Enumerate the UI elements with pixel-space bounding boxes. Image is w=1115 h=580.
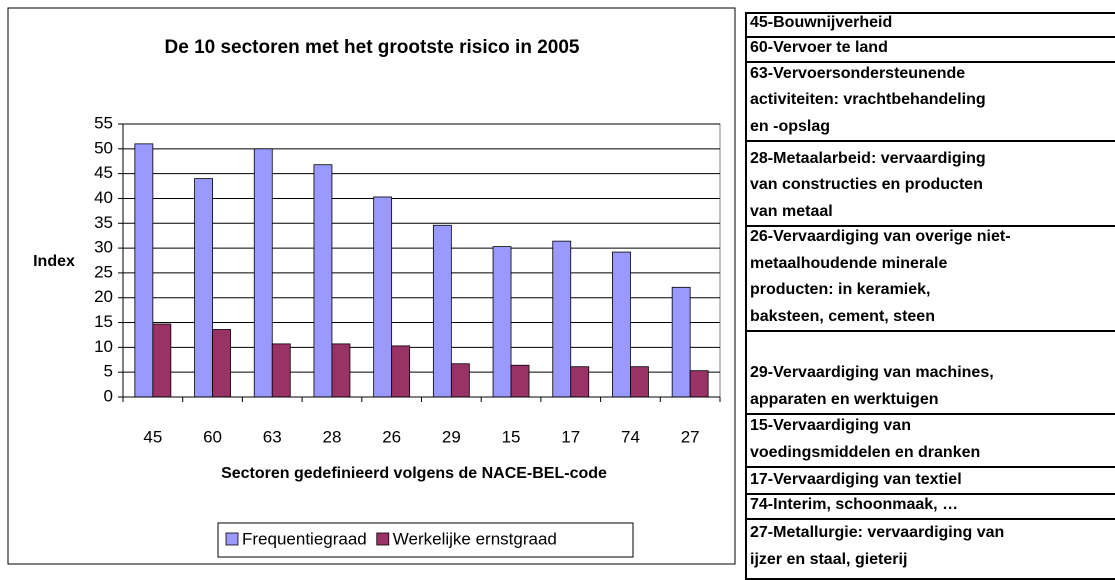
y-tick-label: 30 xyxy=(94,238,113,257)
table-cell-line: 60-Vervoer te land xyxy=(750,38,888,56)
x-tick-label: 26 xyxy=(382,427,401,446)
bar xyxy=(432,224,452,398)
table-cell-line: producten: in keramiek, xyxy=(750,281,931,298)
table-cell-line: 15-Vervaardiging van xyxy=(750,417,911,434)
table-row: 45-Bouwnijverheid xyxy=(745,14,1115,38)
x-tick-label: 17 xyxy=(561,427,580,446)
bar xyxy=(134,143,154,398)
x-tick-label: 27 xyxy=(681,427,700,446)
bar xyxy=(570,366,590,398)
table-row: 26-Vervaardiging van overige niet-metaal… xyxy=(745,227,1115,332)
legend-swatch xyxy=(225,532,239,546)
bar xyxy=(152,323,172,398)
table-cell-line: 27-Metallurgie: vervaardiging van xyxy=(750,524,1005,541)
table-cell-line: 26-Vervaardiging van overige niet- xyxy=(750,228,1011,245)
legend-box xyxy=(217,522,634,558)
table-row: 60-Vervoer te land xyxy=(745,38,1115,63)
table-row: 74-Interim, schoonmaak, … xyxy=(745,495,1115,520)
table-row: 28-Metaalarbeid: vervaardiging van constr… xyxy=(745,142,1115,227)
y-tick-label: 20 xyxy=(94,287,113,306)
x-tick-label: 60 xyxy=(203,427,222,446)
chart-title: De 10 sectoren met het grootste risico i… xyxy=(165,37,580,58)
table-cell-line: 45-Bouwnijverheid xyxy=(750,13,893,31)
x-tick-label: 28 xyxy=(322,427,341,446)
bar xyxy=(373,196,393,398)
bar xyxy=(194,178,213,398)
bar xyxy=(212,329,231,398)
bar xyxy=(671,286,691,398)
x-axis-label: Sectoren gedefinieerd volgens de NACE-BE… xyxy=(221,465,607,482)
table-row: 17-Vervaardiging van textiel xyxy=(745,468,1115,495)
legend-label: Werkelijke ernstgraad xyxy=(393,529,557,548)
table-cell-line: 63-Vervoersondersteunende xyxy=(750,64,966,82)
bar xyxy=(492,246,512,398)
table-cell-line: apparaten en werktuigen xyxy=(750,390,939,408)
table-row: 63-Vervoersondersteunende activiteiten: v… xyxy=(745,63,1115,142)
table-cell-line: en -opslag xyxy=(750,117,831,135)
table-cell-line: 28-Metaalarbeid: vervaardiging xyxy=(750,149,986,167)
bar xyxy=(552,240,572,398)
x-tick-label: 29 xyxy=(442,427,461,446)
y-tick-label: 55 xyxy=(94,113,113,132)
bar xyxy=(391,345,411,398)
x-tick-label: 15 xyxy=(502,427,521,446)
chart: De 10 sectoren met het grootste risico i… xyxy=(7,7,736,565)
table-cell-line: activiteiten: vrachtbehandeling xyxy=(750,91,986,108)
bar xyxy=(271,343,291,398)
y-tick-label: 10 xyxy=(94,337,113,356)
bar xyxy=(450,363,470,398)
table-cell-line: baksteen, cement, steen xyxy=(750,307,935,325)
y-axis-label: Index xyxy=(33,253,75,270)
table-cell-line: 74-Interim, schoonmaak, … xyxy=(750,495,959,513)
table-cell-line: 29-Vervaardiging van machines, xyxy=(750,364,994,381)
bar xyxy=(331,343,351,398)
y-tick-label: 40 xyxy=(94,188,113,207)
x-tick-label: 63 xyxy=(263,427,282,446)
table-cell-line: metaalhoudende minerale xyxy=(750,254,948,272)
table-cell-line: van constructies en producten xyxy=(750,176,983,193)
x-tick-label: 74 xyxy=(621,427,640,446)
y-tick-label: 15 xyxy=(94,312,113,331)
bar xyxy=(630,366,649,398)
table-row: 27-Metallurgie: vervaardiging van ijzer e… xyxy=(745,520,1115,580)
bar xyxy=(253,148,273,398)
table-row: 29-Vervaardiging van machines, apparaten … xyxy=(745,332,1115,415)
table-cell-line: ijzer en staal, gieterij xyxy=(750,550,908,568)
table-row: 15-Vervaardiging van voedingsmiddelen en … xyxy=(745,415,1115,468)
bar xyxy=(313,164,333,398)
bar xyxy=(510,364,530,398)
legend-label: Frequentiegraad xyxy=(242,529,367,548)
bar xyxy=(689,370,709,398)
y-tick-label: 25 xyxy=(94,262,113,281)
y-tick-label: 5 xyxy=(104,362,113,381)
y-tick-label: 45 xyxy=(94,163,113,182)
y-tick-label: 35 xyxy=(94,213,113,232)
legend-swatch xyxy=(376,532,390,546)
table-cell-line: van metaal xyxy=(750,202,833,220)
y-tick-label: 50 xyxy=(94,138,113,157)
sector-table: 45-Bouwnijverheid 60-Vervoer te land 63-Ve… xyxy=(745,12,1115,580)
table-cell-line: 17-Vervaardiging van textiel xyxy=(750,470,962,488)
x-tick-label: 45 xyxy=(143,427,162,446)
bar xyxy=(612,251,631,398)
y-tick-label: 0 xyxy=(104,386,113,405)
table-cell-line: voedingsmiddelen en dranken xyxy=(750,443,981,461)
